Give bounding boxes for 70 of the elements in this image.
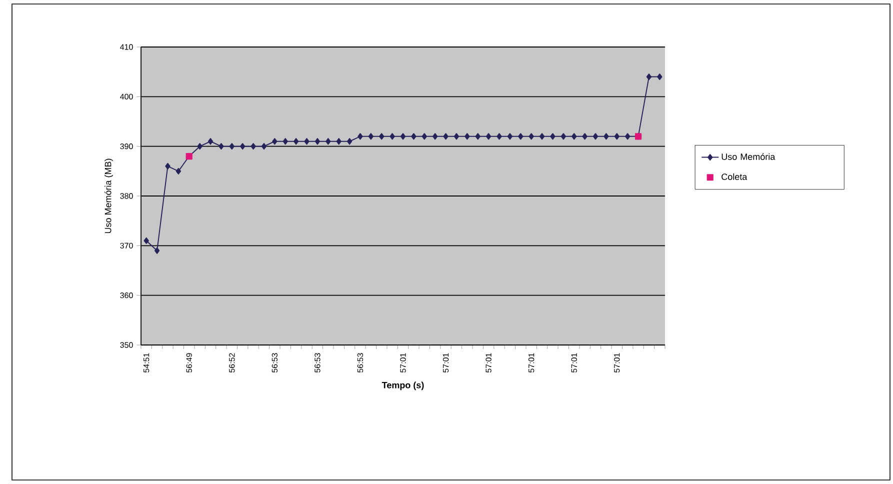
x-tick-label: 56:52 bbox=[229, 353, 235, 373]
x-tick-label: 56:53 bbox=[357, 353, 364, 373]
point bbox=[443, 133, 448, 140]
point bbox=[154, 247, 160, 254]
point bbox=[614, 133, 620, 140]
point bbox=[496, 133, 502, 140]
point bbox=[400, 133, 406, 140]
point bbox=[336, 138, 342, 145]
point bbox=[282, 138, 288, 145]
x-axis-title: Tempo (s) bbox=[382, 382, 424, 390]
point bbox=[604, 133, 609, 140]
point bbox=[304, 138, 310, 145]
point bbox=[144, 237, 149, 244]
point bbox=[208, 138, 214, 145]
point bbox=[218, 143, 224, 150]
y-tick-label: 350 bbox=[120, 342, 133, 348]
point bbox=[197, 143, 202, 150]
point bbox=[539, 133, 545, 140]
point bbox=[624, 133, 630, 140]
x-tick-label: 57:01 bbox=[528, 353, 534, 373]
point bbox=[293, 138, 299, 145]
x-tick-label: 54:51 bbox=[144, 353, 150, 373]
legend-label: Uso Memória bbox=[722, 153, 776, 160]
point bbox=[346, 138, 352, 145]
point bbox=[272, 138, 278, 145]
point bbox=[176, 168, 182, 174]
point bbox=[507, 133, 513, 140]
point bbox=[358, 133, 363, 140]
x-tick-label: 57:01 bbox=[614, 353, 620, 373]
point bbox=[646, 74, 652, 80]
point bbox=[432, 133, 438, 140]
point bbox=[314, 138, 320, 145]
y-tick-label: 410 bbox=[120, 44, 133, 50]
point bbox=[550, 133, 556, 140]
x-tick-label: 57:01 bbox=[442, 353, 449, 373]
point bbox=[518, 133, 524, 140]
point bbox=[560, 133, 566, 140]
point bbox=[229, 143, 234, 150]
point bbox=[422, 133, 427, 140]
point bbox=[528, 133, 534, 140]
point bbox=[250, 143, 256, 150]
point bbox=[411, 133, 416, 140]
point bbox=[240, 143, 246, 150]
point bbox=[475, 133, 480, 140]
point bbox=[464, 133, 470, 140]
point bbox=[326, 138, 331, 145]
point bbox=[486, 133, 492, 140]
point bbox=[261, 143, 267, 150]
y-tick-label: 380 bbox=[120, 193, 133, 199]
point bbox=[572, 133, 577, 140]
point bbox=[592, 133, 598, 140]
point bbox=[379, 133, 384, 140]
x-tick-label: 56:49 bbox=[186, 353, 192, 373]
point bbox=[165, 162, 170, 170]
x-tick-label: 57:01 bbox=[400, 353, 406, 373]
legend-label: Coleta bbox=[722, 173, 748, 180]
x-tick-label: 57:01 bbox=[571, 353, 577, 373]
point bbox=[657, 74, 662, 80]
y-tick-label: 370 bbox=[120, 242, 133, 248]
point bbox=[390, 133, 395, 140]
x-tick-label: 56:53 bbox=[272, 353, 278, 373]
y-tick-label: 390 bbox=[120, 144, 133, 150]
x-tick-label: 57:01 bbox=[486, 353, 492, 373]
y-tick-label: 360 bbox=[120, 292, 133, 298]
y-tick-label: 400 bbox=[120, 94, 133, 100]
point bbox=[582, 133, 588, 140]
y-axis-title: Uso Memória (MB) bbox=[104, 158, 113, 234]
x-tick-label: 56:53 bbox=[314, 353, 320, 373]
point bbox=[454, 133, 460, 140]
point bbox=[368, 133, 374, 140]
